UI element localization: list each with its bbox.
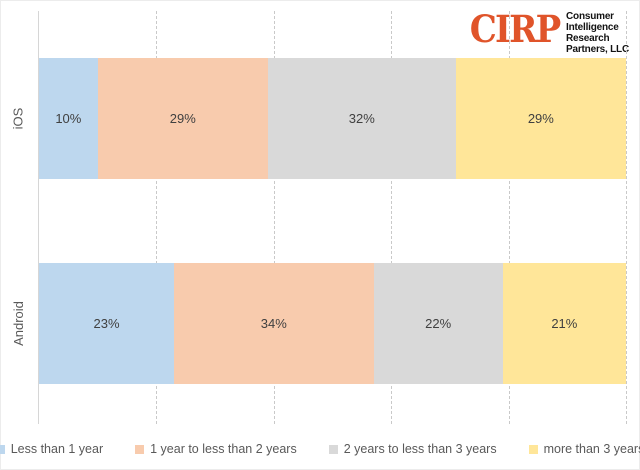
category-label-ios: iOS (1, 58, 35, 179)
gridline-40 (273, 11, 275, 424)
legend-label: 2 years to less than 3 years (343, 442, 497, 456)
category-label-text: iOS (10, 107, 26, 130)
logo-line: Research (566, 33, 610, 44)
legend-item: 1 year to less than 2 years (135, 442, 297, 456)
segment-android: 22% (373, 263, 503, 384)
segment-value-label: 29% (527, 111, 554, 126)
legend-marker-icon (328, 444, 338, 454)
logo-line: Partners, LLC (566, 44, 629, 55)
category-label-text: Android (10, 301, 26, 346)
legend-marker-icon (135, 444, 145, 454)
segment-value-label: 29% (169, 111, 196, 126)
segment-android: 21% (502, 263, 626, 384)
legend: Less than 1 year 1 year to less than 2 ye… (0, 442, 640, 456)
logo-line: Consumer (566, 11, 614, 22)
legend-label: more than 3 years (543, 442, 640, 456)
gridline-60 (391, 11, 393, 424)
segment-ios: 32% (267, 58, 456, 179)
legend-label: 1 year to less than 2 years (150, 442, 297, 456)
segment-ios: 29% (455, 58, 626, 179)
segment-value-label: 10% (55, 111, 82, 126)
gridline-80 (508, 11, 510, 424)
segment-ios: 29% (97, 58, 268, 179)
legend-item: 2 years to less than 3 years (328, 442, 497, 456)
segment-ios: 10% (39, 58, 98, 179)
cirp-logo-acronym: CIRP (469, 7, 560, 51)
segment-android: 34% (174, 263, 374, 384)
gridline-100 (626, 11, 627, 424)
cirp-logo-org-name: Consumer Intelligence Research Partners,… (566, 8, 629, 55)
gridline-20 (156, 11, 158, 424)
bar-row-android: 23% 34% 22% 21% (39, 263, 626, 384)
plot-area: 10% 29% 32% 29% 23% 34% 22% 21% (38, 11, 627, 424)
bar-row-ios: 10% 29% 32% 29% (39, 58, 626, 179)
segment-value-label: 22% (425, 316, 452, 331)
legend-item: more than 3 years (528, 442, 640, 456)
segment-value-label: 23% (93, 316, 120, 331)
segment-value-label: 21% (551, 316, 578, 331)
segment-android: 23% (39, 263, 174, 384)
legend-label: Less than 1 year (10, 442, 104, 456)
segment-value-label: 32% (348, 111, 375, 126)
legend-marker-icon (0, 444, 5, 454)
legend-item: Less than 1 year (0, 442, 103, 456)
legend-marker-icon (528, 444, 538, 454)
cirp-logo: CIRP Consumer Intelligence Research Part… (462, 8, 629, 55)
segment-value-label: 34% (260, 316, 287, 331)
category-label-android: Android (1, 263, 35, 384)
logo-line: Intelligence (566, 22, 619, 33)
